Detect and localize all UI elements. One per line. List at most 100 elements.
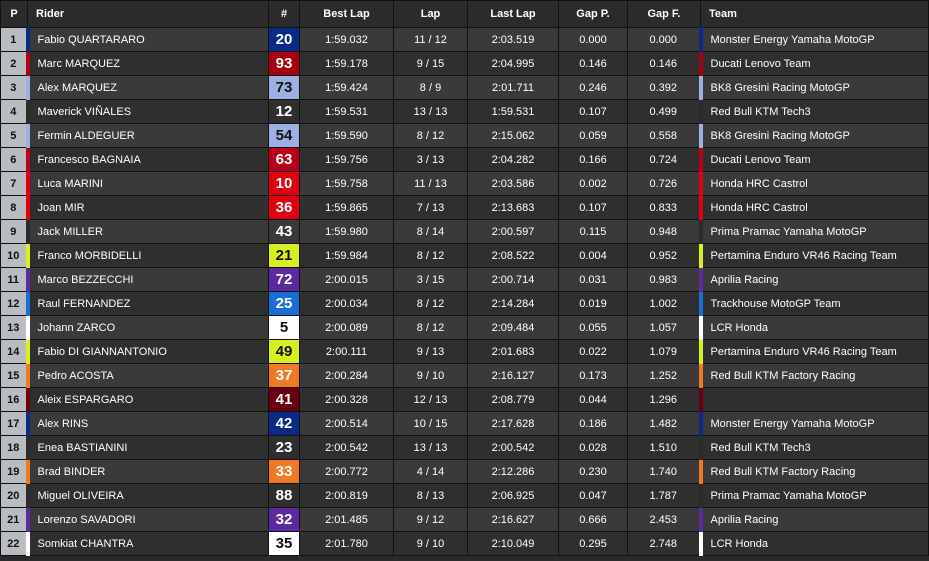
- rider-name: Joan MIR: [25, 195, 269, 220]
- table-row[interactable]: 19 Brad BINDER 33 2:00.772 4 / 14 2:12.286 0.2…: [0, 459, 929, 484]
- last-lap: 2:16.127: [467, 363, 559, 388]
- gap-previous: 0.173: [558, 363, 628, 388]
- col-last-lap[interactable]: Last Lap: [467, 0, 559, 28]
- table-row[interactable]: 11 Marco BEZZECCHI 72 2:00.015 3 / 15 2:00.71…: [0, 267, 929, 292]
- position-cell: 11: [0, 267, 28, 292]
- rider-number: 20: [268, 27, 300, 52]
- best-lap: 2:01.485: [299, 507, 394, 532]
- position-cell: 13: [0, 315, 28, 340]
- rider-name: Marc MARQUEZ: [25, 51, 269, 76]
- table-row[interactable]: 17 Alex RINS 42 2:00.514 10 / 15 2:17.628 0.18…: [0, 411, 929, 436]
- table-row[interactable]: 7 Luca MARINI 10 1:59.758 11 / 13 2:03.586 0.0…: [0, 171, 929, 196]
- col-position[interactable]: P: [0, 0, 28, 28]
- header-row: P Rider # Best Lap Lap Last Lap Gap P. G…: [0, 0, 929, 28]
- position-cell: 9: [0, 219, 28, 244]
- gap-first: 0.499: [627, 99, 701, 124]
- rider-number: 21: [268, 243, 300, 268]
- gap-first: 0.983: [627, 267, 701, 292]
- team-name: Aprilia Racing: [698, 267, 929, 292]
- table-row[interactable]: 16 Aleix ESPARGARO 41 2:00.328 12 / 13 2:08.7…: [0, 387, 929, 412]
- last-lap: 2:16.627: [467, 507, 559, 532]
- table-row[interactable]: 12 Raul FERNANDEZ 25 2:00.034 8 / 12 2:14.284…: [0, 291, 929, 316]
- rider-name: Miguel OLIVEIRA: [25, 483, 269, 508]
- team-name: BK8 Gresini Racing MotoGP: [698, 123, 929, 148]
- table-row[interactable]: 1 Fabio QUARTARARO 20 1:59.032 11 / 12 2:03.5…: [0, 27, 929, 52]
- best-lap: 2:00.542: [299, 435, 394, 460]
- rider-number: 63: [268, 147, 300, 172]
- gap-first: 1.079: [627, 339, 701, 364]
- last-lap: 2:04.282: [467, 147, 559, 172]
- rider-name: Fabio DI GIANNANTONIO: [25, 339, 269, 364]
- last-lap: 2:09.484: [467, 315, 559, 340]
- gap-previous: 0.186: [558, 411, 628, 436]
- last-lap: 2:13.683: [467, 195, 559, 220]
- table-row[interactable]: 4 Maverick VIÑALES 12 1:59.531 13 / 13 1:59.5…: [0, 99, 929, 124]
- best-lap: 1:59.980: [299, 219, 394, 244]
- rider-number: 72: [268, 267, 300, 292]
- team-name: [698, 387, 929, 412]
- gap-first: 2.453: [627, 507, 701, 532]
- lap-count: 9 / 12: [393, 507, 468, 532]
- rider-number: 73: [268, 75, 300, 100]
- best-lap: 2:01.780: [299, 531, 394, 556]
- table-row[interactable]: 22 Somkiat CHANTRA 35 2:01.780 9 / 10 2:10.04…: [0, 531, 929, 556]
- table-row[interactable]: 21 Lorenzo SAVADORI 32 2:01.485 9 / 12 2:16.6…: [0, 507, 929, 532]
- table-row[interactable]: 5 Fermin ALDEGUER 54 1:59.590 8 / 12 2:15.062…: [0, 123, 929, 148]
- rider-number: 42: [268, 411, 300, 436]
- gap-previous: 0.055: [558, 315, 628, 340]
- table-row[interactable]: 18 Enea BASTIANINI 23 2:00.542 13 / 13 2:00.5…: [0, 435, 929, 460]
- best-lap: 1:59.865: [299, 195, 394, 220]
- gap-previous: 0.107: [558, 99, 628, 124]
- gap-first: 1.787: [627, 483, 701, 508]
- table-row[interactable]: 13 Johann ZARCO 5 2:00.089 8 / 12 2:09.484 0.0…: [0, 315, 929, 340]
- table-row[interactable]: 3 Alex MARQUEZ 73 1:59.424 8 / 9 2:01.711 0.24…: [0, 75, 929, 100]
- lap-count: 13 / 13: [393, 435, 468, 460]
- gap-first: 0.146: [627, 51, 701, 76]
- table-row[interactable]: 6 Francesco BAGNAIA 63 1:59.756 3 / 13 2:04.2…: [0, 147, 929, 172]
- rider-name: Alex MARQUEZ: [25, 75, 269, 100]
- table-row[interactable]: 10 Franco MORBIDELLI 21 1:59.984 8 / 12 2:08.…: [0, 243, 929, 268]
- last-lap: 2:01.683: [467, 339, 559, 364]
- table-row[interactable]: 8 Joan MIR 36 1:59.865 7 / 13 2:13.683 0.107 0.…: [0, 195, 929, 220]
- table-row[interactable]: 2 Marc MARQUEZ 93 1:59.178 9 / 15 2:04.995 0.1…: [0, 51, 929, 76]
- position-cell: 4: [0, 99, 28, 124]
- team-name: Red Bull KTM Tech3: [698, 435, 929, 460]
- rider-name: Franco MORBIDELLI: [25, 243, 269, 268]
- position-cell: 20: [0, 483, 28, 508]
- last-lap: 1:59.531: [467, 99, 559, 124]
- team-name: Prima Pramac Yamaha MotoGP: [698, 483, 929, 508]
- last-lap: 2:00.597: [467, 219, 559, 244]
- col-number[interactable]: #: [268, 0, 300, 28]
- lap-count: 4 / 14: [393, 459, 468, 484]
- team-name: LCR Honda: [698, 531, 929, 556]
- gap-previous: 0.019: [558, 291, 628, 316]
- last-lap: 2:10.049: [467, 531, 559, 556]
- table-row[interactable]: 14 Fabio DI GIANNANTONIO 49 2:00.111 9 / 13 2…: [0, 339, 929, 364]
- gap-first: 0.952: [627, 243, 701, 268]
- col-team[interactable]: Team: [700, 0, 929, 28]
- rider-number: 93: [268, 51, 300, 76]
- position-cell: 8: [0, 195, 28, 220]
- col-gap-prev[interactable]: Gap P.: [558, 0, 628, 28]
- col-gap-first[interactable]: Gap F.: [627, 0, 701, 28]
- lap-count: 10 / 15: [393, 411, 468, 436]
- rider-name: Fabio QUARTARARO: [25, 27, 269, 52]
- best-lap: 2:00.772: [299, 459, 394, 484]
- table-row[interactable]: 15 Pedro ACOSTA 37 2:00.284 9 / 10 2:16.127 0.…: [0, 363, 929, 388]
- rider-name: Somkiat CHANTRA: [25, 531, 269, 556]
- col-rider[interactable]: Rider: [27, 0, 269, 28]
- gap-previous: 0.022: [558, 339, 628, 364]
- position-cell: 18: [0, 435, 28, 460]
- gap-first: 1.740: [627, 459, 701, 484]
- col-lap[interactable]: Lap: [393, 0, 468, 28]
- last-lap: 2:17.628: [467, 411, 559, 436]
- table-row[interactable]: 20 Miguel OLIVEIRA 88 2:00.819 8 / 13 2:06.92…: [0, 483, 929, 508]
- best-lap: 2:00.514: [299, 411, 394, 436]
- last-lap: 2:08.779: [467, 387, 559, 412]
- table-row[interactable]: 9 Jack MILLER 43 1:59.980 8 / 14 2:00.597 0.11…: [0, 219, 929, 244]
- gap-first: 1.057: [627, 315, 701, 340]
- lap-count: 11 / 12: [393, 27, 468, 52]
- team-name: Red Bull KTM Factory Racing: [698, 459, 929, 484]
- col-best-lap[interactable]: Best Lap: [299, 0, 394, 28]
- gap-first: 0.558: [627, 123, 701, 148]
